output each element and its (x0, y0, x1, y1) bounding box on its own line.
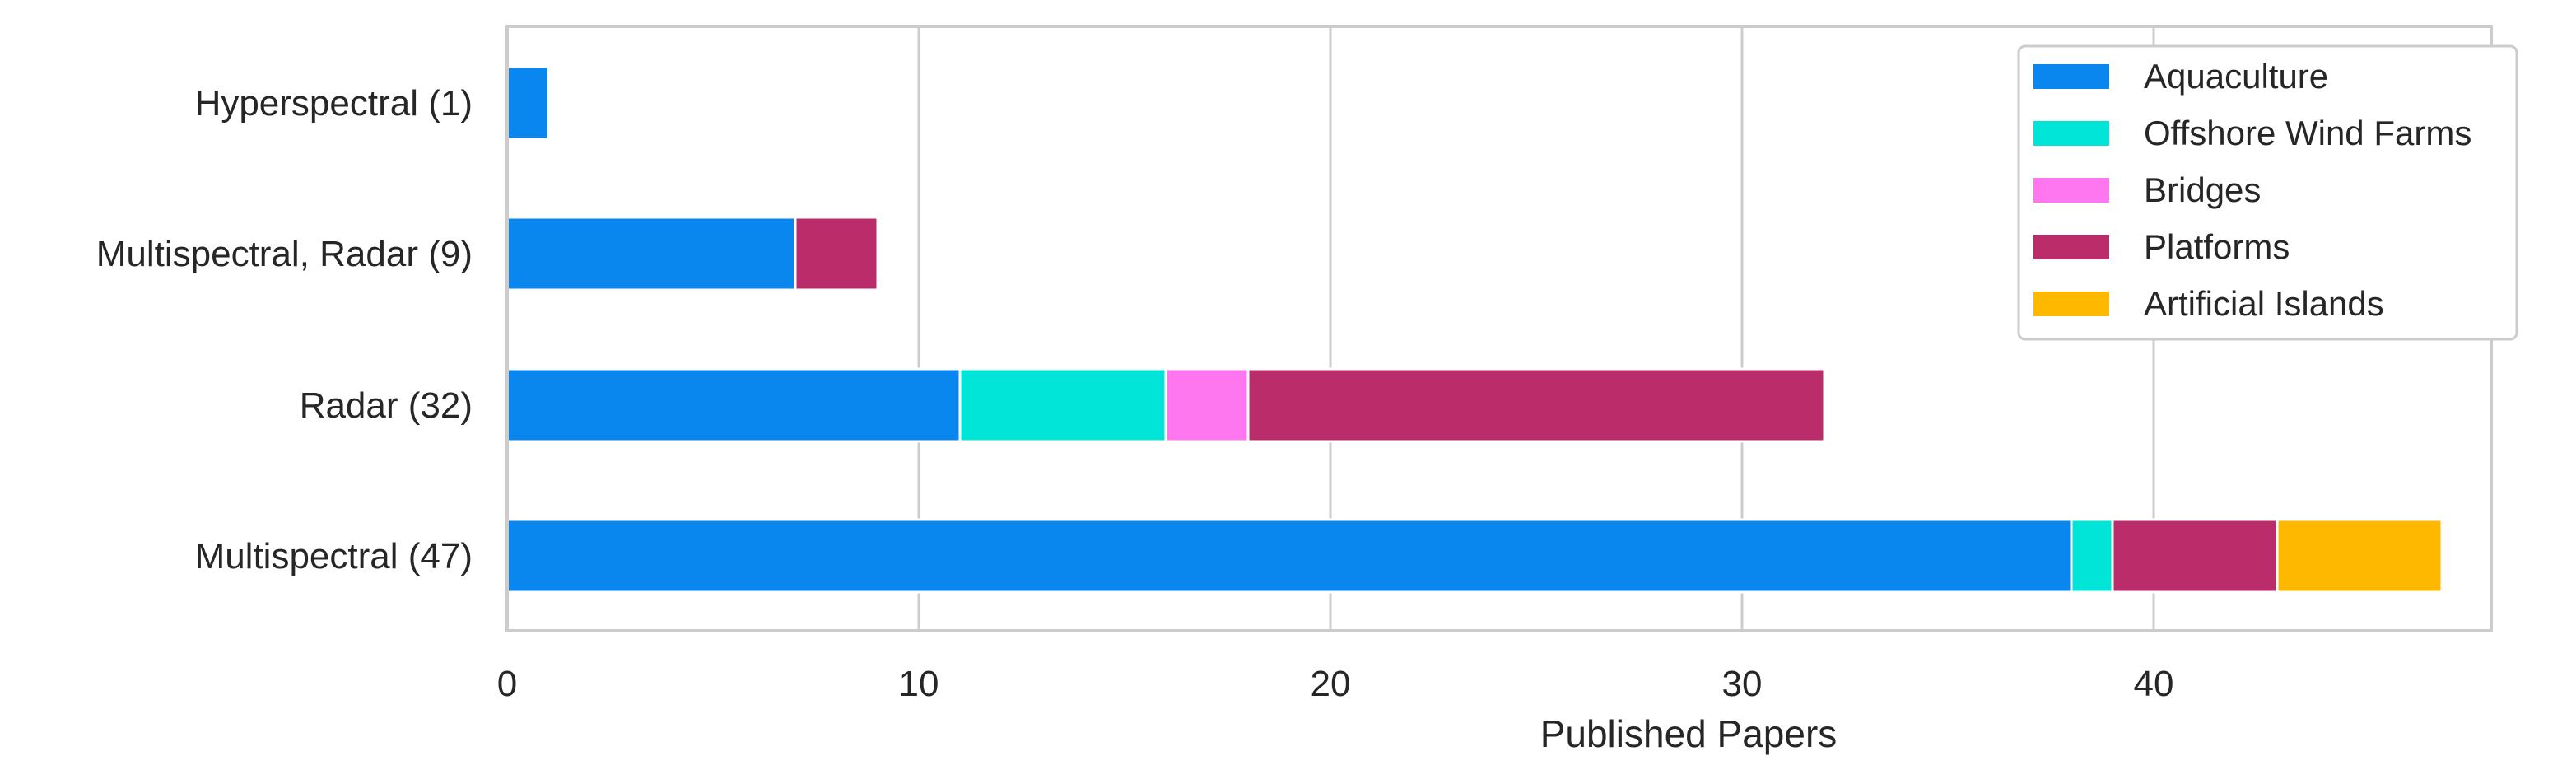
legend-label: Artificial Islands (2144, 284, 2384, 323)
x-tick-labels: 0 10 20 30 40 (497, 664, 2174, 704)
legend-swatch (2033, 235, 2109, 259)
legend-swatch (2033, 292, 2109, 316)
bar-segment-bridges (1164, 367, 1250, 443)
x-tick-label-20: 20 (1311, 664, 1351, 704)
bar-segment-artificial-islands (2276, 518, 2443, 594)
legend-label: Platforms (2144, 227, 2290, 266)
bar-segment-platforms (2111, 518, 2279, 594)
category-labels: Hyperspectral (1) Multispectral, Radar (9… (96, 83, 473, 576)
legend-swatch (2033, 178, 2109, 203)
x-tick-label-10: 10 (899, 664, 939, 704)
legend-label: Bridges (2144, 170, 2261, 209)
bar-segment-platforms (794, 216, 879, 292)
bars (505, 65, 2443, 594)
bar-segment-aquaculture (505, 216, 797, 292)
legend-swatch (2033, 121, 2109, 146)
bar-segment-aquaculture (505, 518, 2073, 594)
bar-segment-platforms (1246, 367, 1826, 443)
legend-label: Offshore Wind Farms (2144, 114, 2471, 152)
bar-segment-aquaculture (505, 367, 962, 443)
category-label: Multispectral, Radar (9) (96, 234, 473, 274)
category-label: Multispectral (47) (195, 536, 473, 576)
legend: Aquaculture Offshore Wind Farms Bridges Pla… (2017, 44, 2518, 341)
bar-segment-offshore-wind-farms (2070, 518, 2114, 594)
bar-segment-aquaculture (505, 65, 550, 141)
category-label: Radar (32) (300, 385, 473, 426)
x-tick-label-0: 0 (497, 664, 517, 704)
category-label: Hyperspectral (1) (195, 83, 473, 124)
x-tick-label-30: 30 (1722, 664, 1763, 704)
legend-swatch (2033, 64, 2109, 89)
x-axis-title: Published Papers (1540, 712, 1838, 755)
x-tick-label-40: 40 (2134, 664, 2174, 704)
legend-box (2017, 44, 2518, 341)
bar-segment-offshore-wind-farms (958, 367, 1167, 443)
legend-label: Aquaculture (2144, 57, 2328, 96)
